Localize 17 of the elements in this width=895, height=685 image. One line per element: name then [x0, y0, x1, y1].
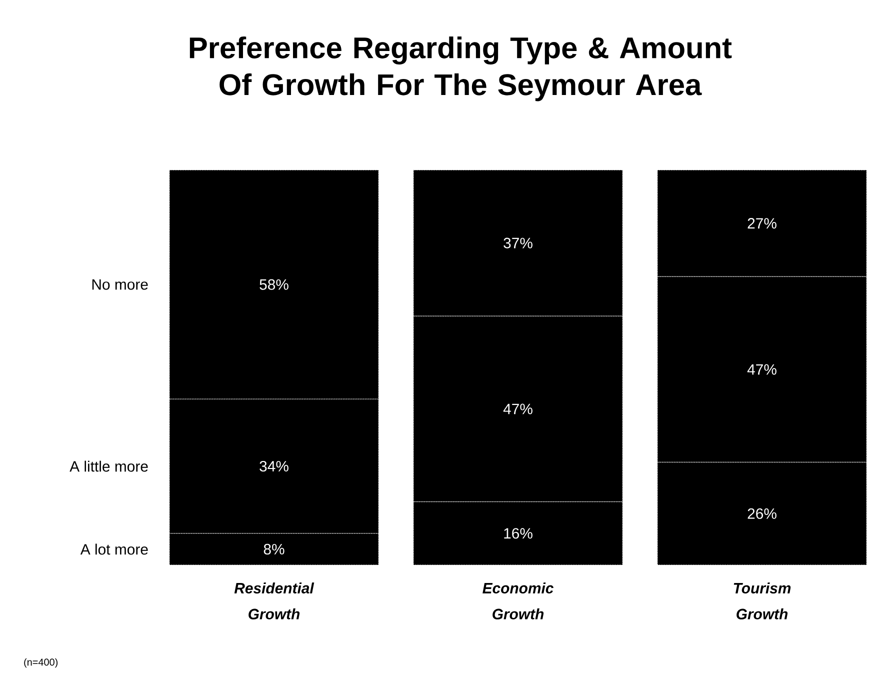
data-label: 16% [504, 528, 532, 539]
data-label: 34% [260, 460, 288, 472]
data-label: 26% [748, 508, 776, 519]
x-tick-label: Tourism Growth [734, 582, 791, 620]
data-label: 58% [260, 279, 288, 290]
chart-title: Preference Regarding Type & Amount Of Growth For The Seymour Area [190, 36, 732, 102]
data-label: 47% [503, 404, 532, 414]
series-label: A lot more [80, 544, 148, 555]
series-label: A little more [70, 460, 148, 472]
data-label: 37% [504, 238, 532, 248]
data-label: 27% [748, 218, 776, 229]
data-label: 47% [747, 364, 776, 375]
series-label: No more [92, 279, 148, 290]
x-tick-label: Economic Growth [482, 582, 554, 620]
text: (n=400) [24, 658, 58, 668]
data-label: 8% [264, 544, 284, 554]
x-tick-label: Residential Growth [234, 582, 314, 620]
